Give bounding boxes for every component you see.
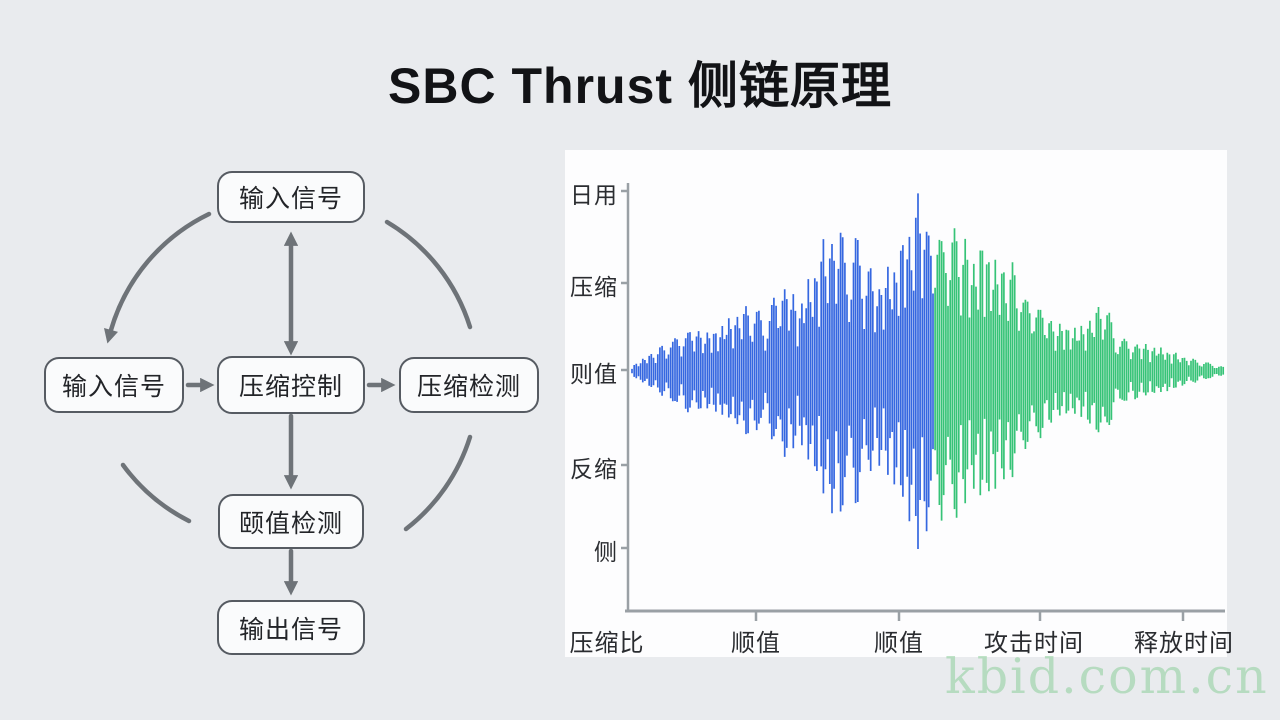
waveform-green (934, 228, 1225, 521)
y-tick-label: 侧 (594, 539, 618, 565)
y-axis-ticks (621, 189, 628, 550)
flow-node-label: 压缩检测 (416, 373, 521, 401)
watermark-text: kbid.com.cn (945, 648, 1269, 705)
flow-node-threshold-detect: 颐值检测 (218, 494, 364, 549)
waveform-chart-panel: 日用 压缩 则值 反缩 侧 压缩比 顺值 顺值 攻击时间 释放时间 (565, 150, 1233, 657)
page-title: SBC Thrust 侧链原理 (388, 58, 892, 114)
flow-node-label: 输入信号 (61, 373, 166, 401)
x-tick-label: 顺值 (731, 630, 781, 657)
x-tick-label: 顺值 (874, 630, 924, 657)
flow-node-compression-detect: 压缩检测 (399, 357, 539, 413)
arc-arrowhead-icon (104, 328, 118, 344)
flow-node-label: 颐值检测 (238, 509, 343, 538)
x-tick-label: 压缩比 (569, 630, 645, 657)
flow-node-label: 输出信号 (238, 615, 343, 644)
flow-node-label: 输入信号 (238, 185, 343, 213)
y-tick-label: 压缩 (570, 274, 618, 300)
flow-node-compression-control: 压缩控制 (217, 356, 365, 414)
flow-node-output-signal: 输出信号 (217, 600, 365, 655)
waveform-chart (621, 183, 1225, 621)
arc-bottom-right (403, 434, 473, 532)
flow-node-input-signal-top: 输入信号 (217, 171, 365, 223)
x-tick-label: 释放时间 (1134, 630, 1234, 657)
waveform-blue (631, 193, 934, 549)
y-tick-label: 日用 (570, 182, 618, 208)
arc-bottom-left (120, 462, 192, 524)
flow-node-label: 压缩控制 (238, 373, 343, 401)
y-tick-label: 反缩 (570, 456, 618, 482)
x-tick-label: 攻击时间 (984, 630, 1084, 657)
arc-top-right (384, 219, 473, 330)
x-axis-ticks (754, 611, 1185, 621)
y-tick-label: 则值 (570, 361, 618, 387)
arc-top-left (108, 211, 212, 333)
flow-node-input-signal-left: 输入信号 (44, 357, 184, 413)
